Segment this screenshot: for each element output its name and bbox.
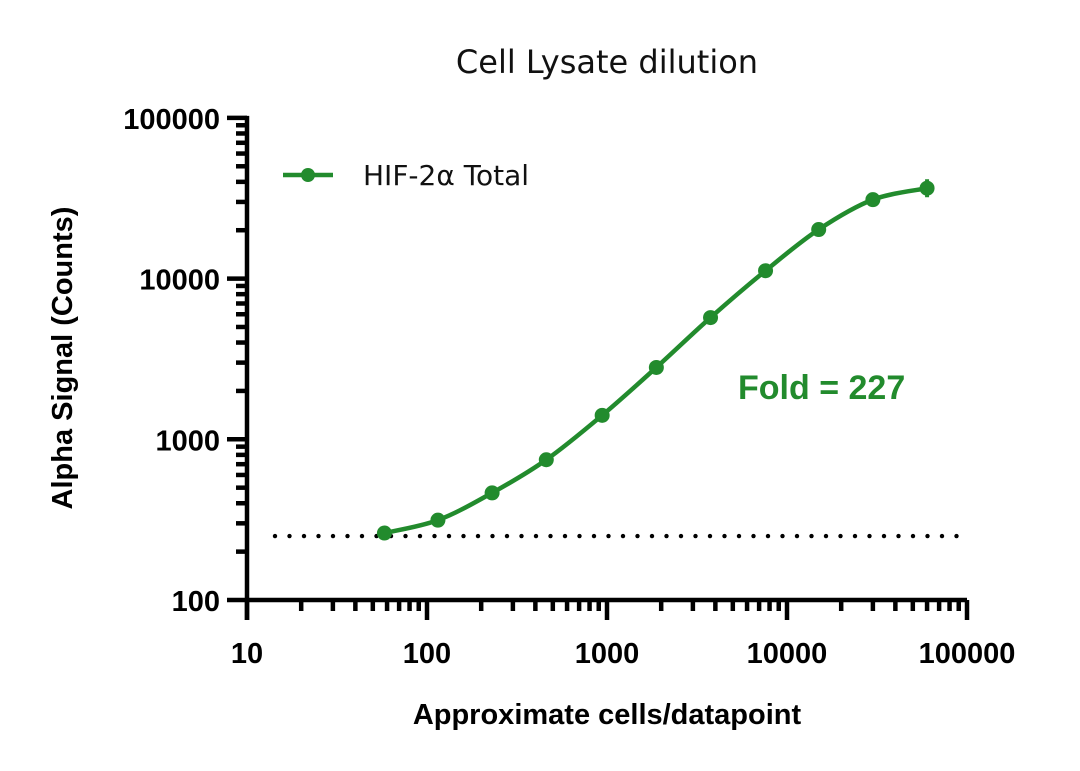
- x-tick-label: 100000: [919, 638, 1016, 670]
- baseline-dotted-line: [272, 533, 959, 539]
- x-tick-label: 10: [231, 638, 263, 670]
- y-tick-label: 10000: [139, 265, 220, 297]
- data-point: [865, 192, 881, 208]
- x-tick-labels: 10 100 1000 10000 100000: [231, 638, 1016, 670]
- y-tick-label: 100: [172, 586, 220, 618]
- y-tick-labels: 100 1000 10000 100000: [123, 104, 220, 618]
- data-point: [430, 512, 446, 528]
- data-point: [758, 263, 774, 279]
- data-point: [703, 310, 719, 326]
- y-tick-label: 100000: [123, 104, 220, 136]
- chart-title: Cell Lysate dilution: [456, 43, 758, 81]
- legend: HIF-2α Total: [283, 159, 529, 192]
- x-tick-label: 10000: [747, 638, 828, 670]
- data-point: [594, 407, 610, 423]
- y-axis-label: Alpha Signal (Counts): [47, 207, 79, 510]
- data-point: [484, 485, 500, 501]
- x-tick-label: 100: [403, 638, 451, 670]
- data-point: [811, 222, 827, 238]
- legend-label: HIF-2α Total: [363, 159, 529, 192]
- y-tick-label: 1000: [155, 425, 220, 457]
- fold-annotation: Fold = 227: [738, 369, 905, 407]
- x-tick-label: 1000: [575, 638, 640, 670]
- data-point: [648, 359, 664, 375]
- axes: [227, 115, 970, 620]
- legend-marker-icon: [301, 168, 315, 182]
- x-axis-label: Approximate cells/datapoint: [413, 699, 802, 731]
- data-point: [538, 452, 554, 468]
- data-point: [376, 525, 392, 541]
- data-points: [376, 179, 935, 541]
